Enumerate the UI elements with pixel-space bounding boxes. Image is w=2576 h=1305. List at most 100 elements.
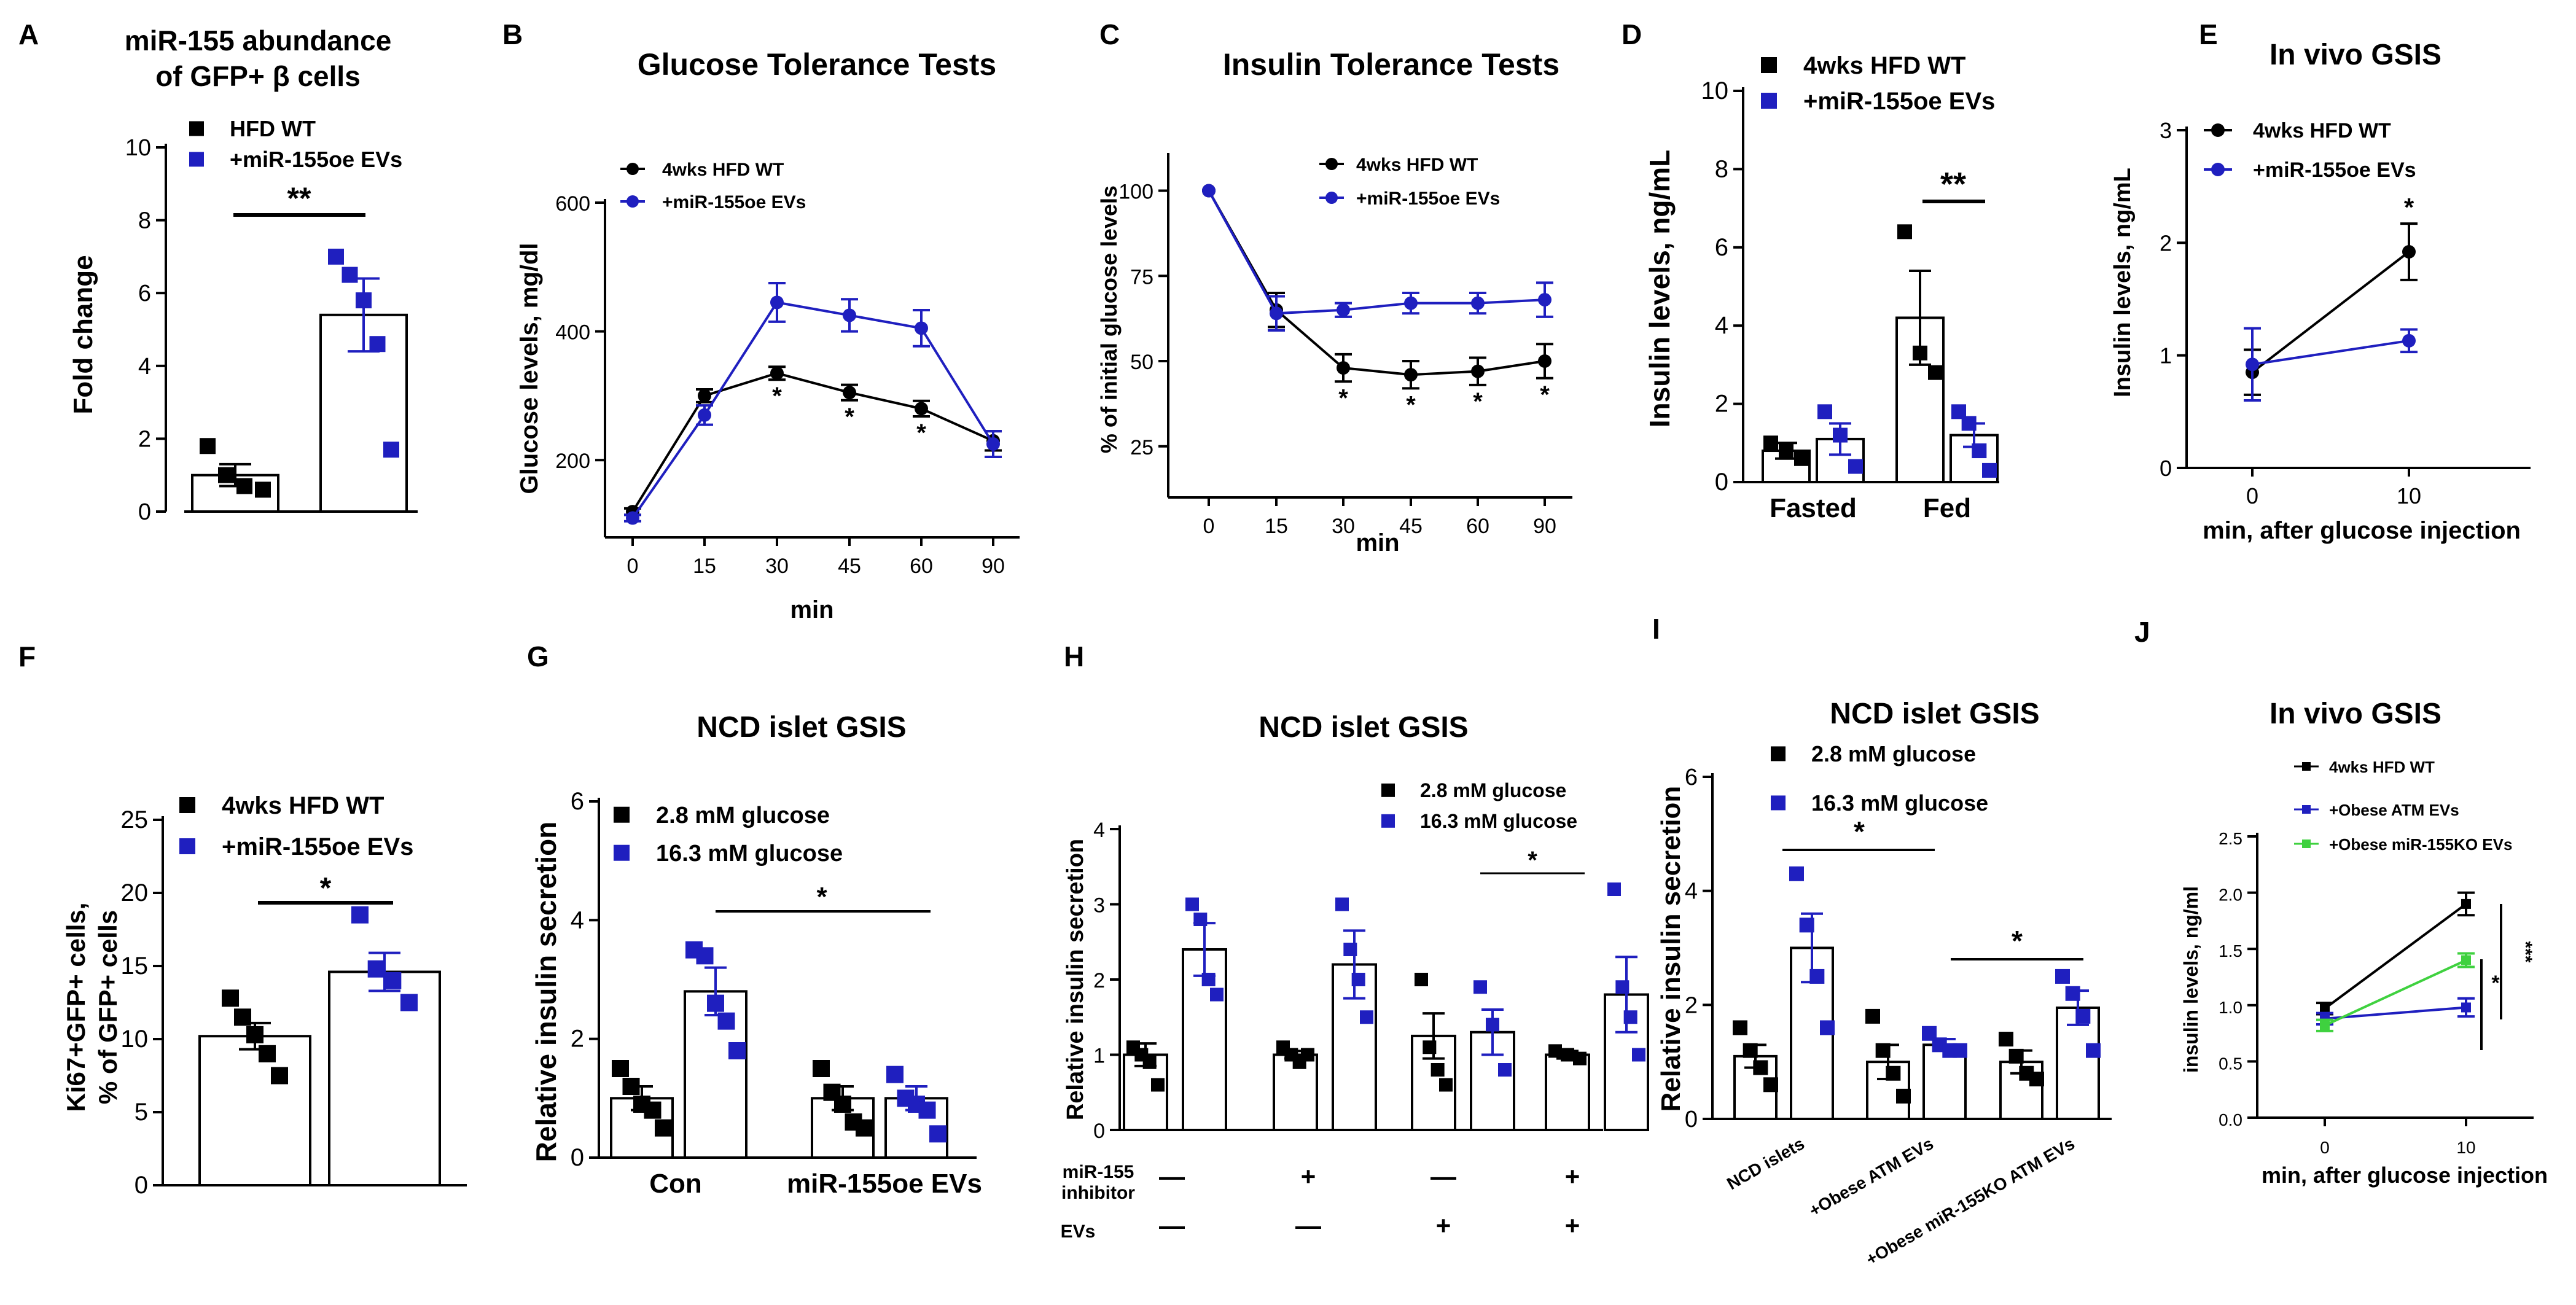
y-tick-label: 3 — [1093, 894, 1105, 917]
data-point — [1961, 416, 1977, 431]
panel-letter: F — [18, 641, 36, 672]
chart-title: of GFP+ β cells — [155, 60, 361, 92]
legend-marker — [189, 121, 204, 136]
x-tick-label: 60 — [1466, 515, 1489, 538]
legend: 4wks HFD WT +miR-155oe EVs — [2204, 119, 2416, 182]
data-point — [1794, 451, 1809, 466]
row-value: + — [1301, 1162, 1316, 1191]
y-axis: 25 50 75 100 — [1118, 153, 1169, 497]
legend-label: 16.3 mM glucose — [1811, 790, 1988, 816]
y-tick-label: 50 — [1130, 351, 1153, 374]
data-point — [1913, 345, 1927, 360]
y-tick-label: 4 — [1715, 312, 1728, 339]
legend-marker — [179, 797, 195, 813]
y-tick-label: 1 — [2160, 343, 2172, 368]
y-axis: 0 2 4 6 — [571, 788, 600, 1171]
row-value: + — [1436, 1211, 1451, 1240]
y-tick-label: 2 — [1715, 391, 1728, 418]
series-line — [1208, 190, 1545, 315]
significance-label: * — [845, 403, 854, 430]
legend-label: 4wks HFD WT — [1803, 52, 1965, 79]
y-axis: 0 2 4 6 8 10 — [125, 135, 167, 525]
data-point — [1779, 443, 1793, 459]
y-axis: 0 1 2 3 — [2160, 118, 2188, 481]
significance-label: * — [1406, 391, 1416, 418]
significance-label: * — [1338, 384, 1348, 411]
panel-letter: D — [1622, 18, 1642, 50]
data-point — [1896, 1088, 1911, 1104]
data-point — [2075, 1008, 2091, 1024]
panel-letter: I — [1652, 613, 1660, 645]
data-point — [1982, 462, 1997, 478]
significance-label: ** — [287, 181, 311, 216]
x-axis-label: min — [1356, 529, 1399, 556]
data-point — [612, 1060, 629, 1077]
x-tick-label: NCD islets — [1723, 1134, 1808, 1193]
data-point — [1142, 1055, 1157, 1069]
y-tick-label: 0 — [571, 1144, 584, 1171]
series-line — [2324, 903, 2467, 1010]
data-point — [1875, 1043, 1891, 1058]
legend-label: +miR-155oe EVs — [1803, 88, 1995, 115]
y-tick-label: 75 — [1130, 265, 1153, 289]
panel-i: NCD islet GSIS Relative insulin secretion… — [1656, 698, 2112, 1269]
significance-label: * — [320, 872, 332, 905]
legend-marker — [2211, 163, 2225, 176]
data-point — [1928, 365, 1943, 380]
data-point — [246, 1026, 263, 1043]
series-line — [2251, 251, 2410, 373]
data-point — [644, 1101, 662, 1119]
data-point — [1538, 354, 1551, 368]
row-value: — — [1430, 1162, 1456, 1191]
row-label: inhibitor — [1061, 1183, 1135, 1203]
data-point — [255, 481, 271, 498]
x-tick-label: 30 — [765, 555, 789, 578]
data-point — [1886, 1065, 1901, 1081]
y-tick-label: 25 — [121, 806, 149, 833]
data-point — [1202, 184, 1216, 198]
x-tick-label: 0 — [1203, 515, 1215, 538]
data-point — [717, 1012, 735, 1030]
data-point — [328, 248, 344, 265]
x-tick-label: 60 — [910, 555, 933, 578]
legend-label: +Obese ATM EVs — [2329, 801, 2459, 819]
data-point — [1201, 973, 1216, 986]
y-tick-label: 2 — [1685, 992, 1698, 1018]
y-tick-label: 1.0 — [2219, 998, 2242, 1017]
data-point — [813, 1060, 830, 1077]
significance-label: * — [916, 419, 926, 446]
y-tick-label: 10 — [125, 135, 151, 161]
data-point — [915, 402, 928, 416]
legend-marker — [1381, 783, 1395, 797]
y-tick-label: 2 — [138, 426, 151, 452]
y-axis-label: insulin levels, ng/ml — [2180, 886, 2202, 1073]
panel-letter: E — [2199, 18, 2218, 50]
bar — [328, 970, 441, 1187]
data-point — [1999, 1032, 2013, 1047]
legend-marker — [626, 195, 639, 208]
data-point — [1897, 224, 1912, 240]
legend-marker — [1325, 192, 1338, 204]
data-point — [834, 1096, 851, 1113]
y-tick-label: 600 — [555, 192, 590, 216]
data-point — [1820, 1020, 1835, 1035]
chart-title: NCD islet GSIS — [1259, 711, 1468, 744]
y-axis: 200 400 600 — [555, 192, 606, 537]
chart-title: NCD islet GSIS — [697, 711, 906, 744]
significance-label: ** — [1940, 166, 1966, 203]
x-tick-label: 30 — [1332, 515, 1355, 538]
data-point — [2402, 333, 2416, 348]
data-point — [696, 947, 714, 965]
chart-title: miR-155 abundance — [125, 25, 392, 56]
x-tick-label: 0 — [2246, 483, 2258, 508]
panel-d: Fasted Fed Insulin levels, ng/mL ** 4wks HFD… — [1644, 52, 1999, 523]
data-point — [1430, 1063, 1445, 1077]
data-point — [1607, 882, 1621, 896]
legend-label: 2.8 mM glucose — [1420, 779, 1566, 801]
data-point — [1486, 1018, 1499, 1032]
y-tick-label: 6 — [138, 281, 151, 306]
x-tick-label: 0 — [627, 555, 639, 578]
data-point — [1335, 897, 1349, 911]
data-point — [1623, 1010, 1637, 1024]
